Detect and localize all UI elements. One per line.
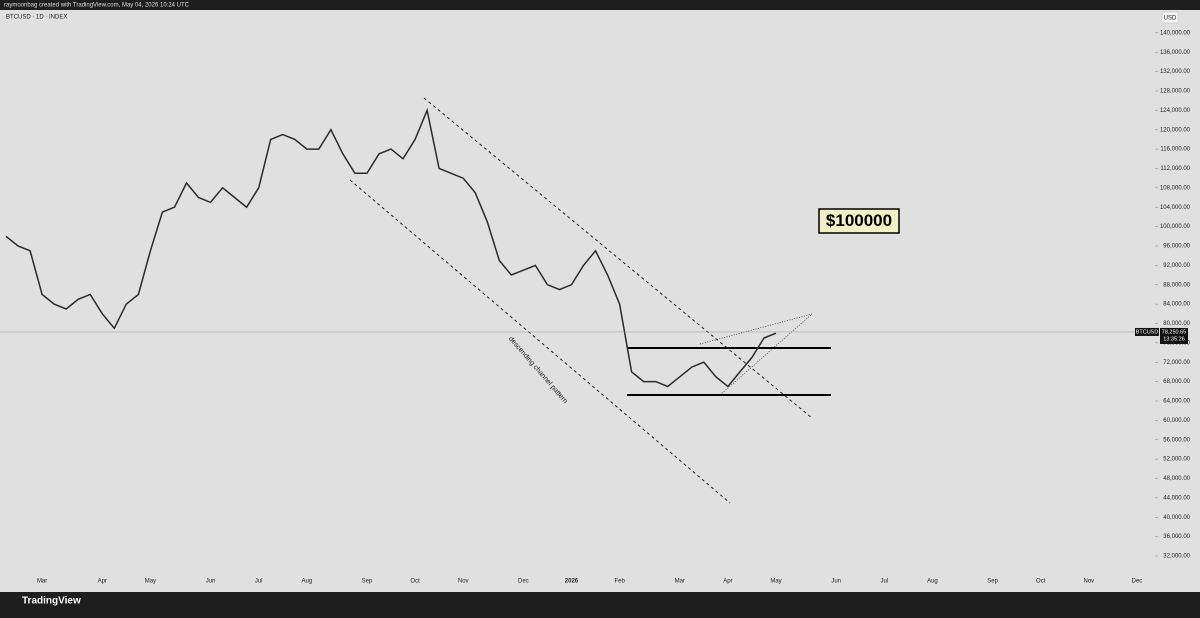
footer-bar	[0, 592, 1200, 613]
target-label: $100000	[826, 211, 892, 230]
wedge-lower	[719, 313, 813, 396]
channel-lower	[349, 179, 731, 504]
price-tag-symbol-bg	[1135, 327, 1159, 336]
x-tick-label: Sep	[362, 579, 373, 585]
x-tick-label: May	[770, 579, 781, 585]
y-tick-label: 116,000.00	[1160, 147, 1190, 153]
x-tick-label: Oct	[410, 579, 420, 585]
wedge-upper	[699, 313, 813, 345]
y-tick-label: 132,000.00	[1160, 69, 1191, 75]
x-tick-label: May	[145, 579, 156, 585]
x-tick-label: Dec	[518, 579, 529, 585]
y-tick-label: 72,000.00	[1163, 360, 1190, 366]
x-tick-label: Feb	[614, 579, 625, 585]
y-tick-label: 96,000.00	[1163, 244, 1190, 250]
currency: USD	[1164, 16, 1177, 22]
y-tick-label: 136,000.00	[1160, 50, 1191, 56]
price-tag-symbol: BTCUSD	[1136, 329, 1159, 335]
y-tick-label: 80,000.00	[1163, 321, 1190, 327]
y-tick-label: 44,000.00	[1163, 495, 1190, 501]
x-tick-label: Apr	[723, 579, 732, 585]
y-tick-label: 64,000.00	[1163, 399, 1190, 405]
y-tick-label: 60,000.00	[1163, 418, 1190, 424]
price-tag-countdown: 13:35:26	[1163, 336, 1184, 342]
y-tick-label: 56,000.00	[1163, 437, 1190, 443]
x-tick-label: Jul	[880, 579, 888, 585]
price-line	[5, 107, 777, 388]
y-tick-label: 112,000.00	[1160, 166, 1190, 172]
y-tick-label: 92,000.00	[1163, 263, 1190, 269]
x-tick-label: Jun	[831, 579, 841, 585]
y-tick-label: 100,000.00	[1160, 224, 1191, 230]
currency-box	[1161, 11, 1179, 24]
y-tick-label: 40,000.00	[1163, 515, 1190, 521]
x-tick-label: Dec	[1132, 579, 1143, 585]
x-tick-label: Aug	[927, 579, 938, 585]
x-tick-label: Apr	[98, 579, 107, 585]
x-tick-label: Jul	[255, 579, 263, 585]
x-tick-label: Sep	[987, 579, 998, 585]
y-tick-label: 120,000.00	[1160, 127, 1191, 133]
y-tick-label: 140,000.00	[1160, 30, 1191, 36]
x-tick-label: Jun	[206, 579, 216, 585]
symbol-label: BTCUSD · 1D · INDEX	[6, 15, 67, 21]
x-tick-label: Aug	[301, 579, 312, 585]
y-tick-label: 108,000.00	[1160, 185, 1191, 191]
x-tick-label: Nov	[458, 579, 469, 585]
y-tick-label: 48,000.00	[1163, 476, 1190, 482]
x-tick-label: Nov	[1083, 579, 1094, 585]
y-tick-label: 104,000.00	[1160, 205, 1191, 211]
x-tick-label: Mar	[675, 579, 685, 585]
y-tick-label: 32,000.00	[1163, 554, 1190, 560]
y-tick-label: 68,000.00	[1163, 379, 1190, 385]
y-tick-label: 88,000.00	[1163, 282, 1190, 288]
footer-logo: TradingView	[22, 596, 81, 607]
trend-lines	[349, 97, 813, 504]
y-tick-label: 84,000.00	[1163, 302, 1190, 308]
target-box	[818, 208, 900, 234]
y-tick-label: 36,000.00	[1163, 534, 1190, 540]
x-tick-label: Mar	[37, 579, 47, 585]
x-tick-label: 2026	[565, 579, 579, 585]
price-tag-value: 78,250.65	[1162, 329, 1186, 335]
wedge	[699, 313, 813, 396]
x-tick-label: Oct	[1036, 579, 1046, 585]
y-tick-label: 128,000.00	[1160, 89, 1191, 95]
chart-background	[0, 10, 1200, 592]
price-tag-bg	[1160, 327, 1188, 344]
y-tick-label: 52,000.00	[1163, 457, 1190, 463]
y-tick-label: 124,000.00	[1160, 108, 1191, 114]
header: raymoonbag created with TradingView.com,…	[4, 3, 190, 9]
